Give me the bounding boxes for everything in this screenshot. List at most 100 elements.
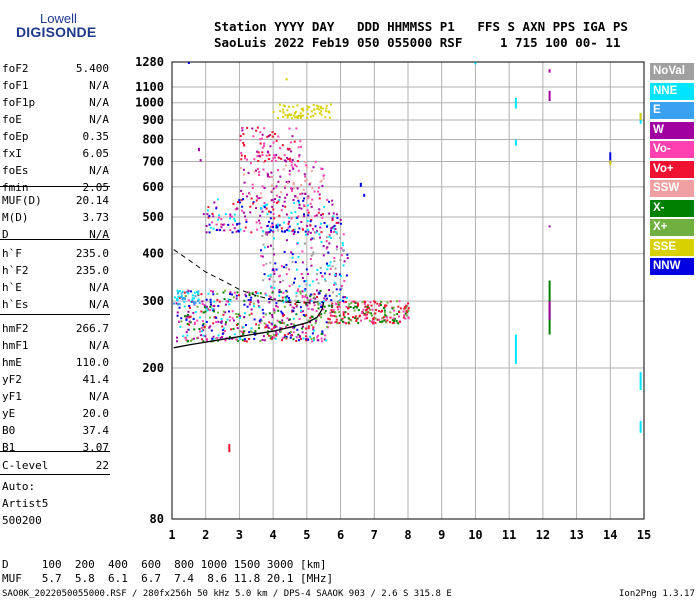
echo-point bbox=[227, 298, 230, 301]
echo-point bbox=[303, 242, 306, 245]
echo-point bbox=[183, 297, 186, 300]
echo-trace bbox=[548, 301, 551, 320]
echo-point bbox=[232, 319, 235, 322]
echo-point bbox=[306, 228, 309, 231]
echo-point bbox=[311, 228, 314, 231]
echo-point bbox=[285, 300, 288, 303]
param-b0: B0 37.4 bbox=[2, 424, 109, 442]
echo-point bbox=[180, 294, 183, 297]
echo-point bbox=[204, 310, 207, 313]
echo-point bbox=[205, 224, 208, 227]
echo-point bbox=[252, 202, 255, 205]
echo-point bbox=[320, 337, 323, 340]
echo-point bbox=[212, 227, 215, 230]
panel-divider bbox=[0, 186, 110, 187]
echo-point bbox=[266, 135, 269, 138]
echo-point bbox=[288, 318, 291, 321]
echo-point bbox=[255, 129, 258, 132]
echo-point bbox=[289, 336, 292, 339]
echo-point bbox=[305, 280, 308, 283]
echo-point bbox=[347, 312, 350, 315]
x-tick-label: 10 bbox=[468, 528, 482, 542]
echo-point bbox=[223, 229, 226, 232]
echo-point bbox=[261, 210, 264, 213]
echo-point bbox=[265, 313, 268, 316]
echo-point bbox=[343, 296, 346, 299]
echo-point bbox=[245, 195, 248, 198]
echo-point bbox=[407, 307, 410, 310]
echo-point bbox=[274, 186, 277, 189]
echo-point bbox=[334, 273, 337, 276]
echo-point bbox=[276, 229, 279, 232]
echo-point bbox=[325, 297, 328, 300]
echo-point bbox=[218, 214, 221, 217]
echo-point bbox=[325, 107, 328, 110]
echo-point bbox=[225, 300, 228, 303]
echo-point bbox=[295, 339, 298, 342]
echo-point bbox=[247, 171, 250, 174]
echo-point bbox=[319, 236, 322, 239]
echo-point bbox=[191, 298, 194, 301]
echo-point bbox=[335, 272, 338, 275]
echo-point bbox=[330, 103, 333, 106]
echo-point bbox=[282, 168, 285, 171]
echo-trace bbox=[228, 444, 231, 453]
echo-point bbox=[366, 308, 369, 311]
echo-point bbox=[292, 310, 295, 313]
echo-point bbox=[291, 158, 294, 161]
echo-point bbox=[321, 301, 324, 304]
param-yf1: yF1 N/A bbox=[2, 390, 109, 408]
echo-point bbox=[259, 321, 262, 324]
echo-point bbox=[238, 330, 241, 333]
echo-point bbox=[261, 146, 264, 149]
echo-point bbox=[288, 284, 291, 287]
echo-point bbox=[269, 211, 272, 214]
echo-point bbox=[231, 293, 234, 296]
echo-point bbox=[205, 305, 208, 308]
echo-point bbox=[269, 244, 272, 247]
echo-point bbox=[291, 166, 294, 169]
echo-point bbox=[312, 336, 315, 339]
echo-point bbox=[273, 270, 276, 273]
echo-point bbox=[188, 320, 191, 323]
echo-point bbox=[342, 244, 345, 247]
echo-point bbox=[200, 326, 203, 329]
echo-point bbox=[213, 300, 216, 303]
echo-point bbox=[251, 187, 254, 190]
echo-trace bbox=[639, 372, 642, 390]
echo-point bbox=[227, 310, 230, 313]
echo-point bbox=[289, 157, 292, 160]
echo-point bbox=[300, 311, 303, 314]
echo-point bbox=[295, 165, 298, 168]
echo-point bbox=[284, 113, 287, 116]
echo-point bbox=[301, 277, 304, 280]
echo-point bbox=[306, 219, 309, 222]
echo-point bbox=[208, 316, 211, 319]
echo-point bbox=[224, 303, 227, 306]
echo-point bbox=[379, 320, 382, 323]
panel-divider bbox=[0, 314, 110, 315]
echo-point bbox=[279, 147, 282, 150]
echo-trace bbox=[197, 147, 200, 152]
echo-point bbox=[216, 218, 219, 221]
echo-point bbox=[280, 191, 283, 194]
echo-point bbox=[242, 198, 245, 201]
echo-point bbox=[265, 154, 268, 157]
echo-point bbox=[312, 326, 315, 329]
echo-point bbox=[311, 198, 314, 201]
echo-point bbox=[187, 291, 190, 294]
echo-point bbox=[301, 250, 304, 253]
param-name: fmin bbox=[2, 181, 29, 194]
echo-point bbox=[298, 227, 301, 230]
param-h-es: h`Es N/A bbox=[2, 298, 109, 316]
echo-point bbox=[291, 326, 294, 329]
echo-point bbox=[294, 163, 297, 166]
echo-point bbox=[229, 229, 232, 232]
param-name: h`Es bbox=[2, 298, 29, 311]
param-fof2: foF2 5.400 bbox=[2, 62, 109, 80]
echo-point bbox=[201, 324, 204, 327]
echo-point bbox=[294, 211, 297, 214]
echo-point bbox=[306, 105, 309, 108]
param-muf-d-: MUF(D) 20.14 bbox=[2, 194, 109, 212]
echo-point bbox=[270, 337, 273, 340]
